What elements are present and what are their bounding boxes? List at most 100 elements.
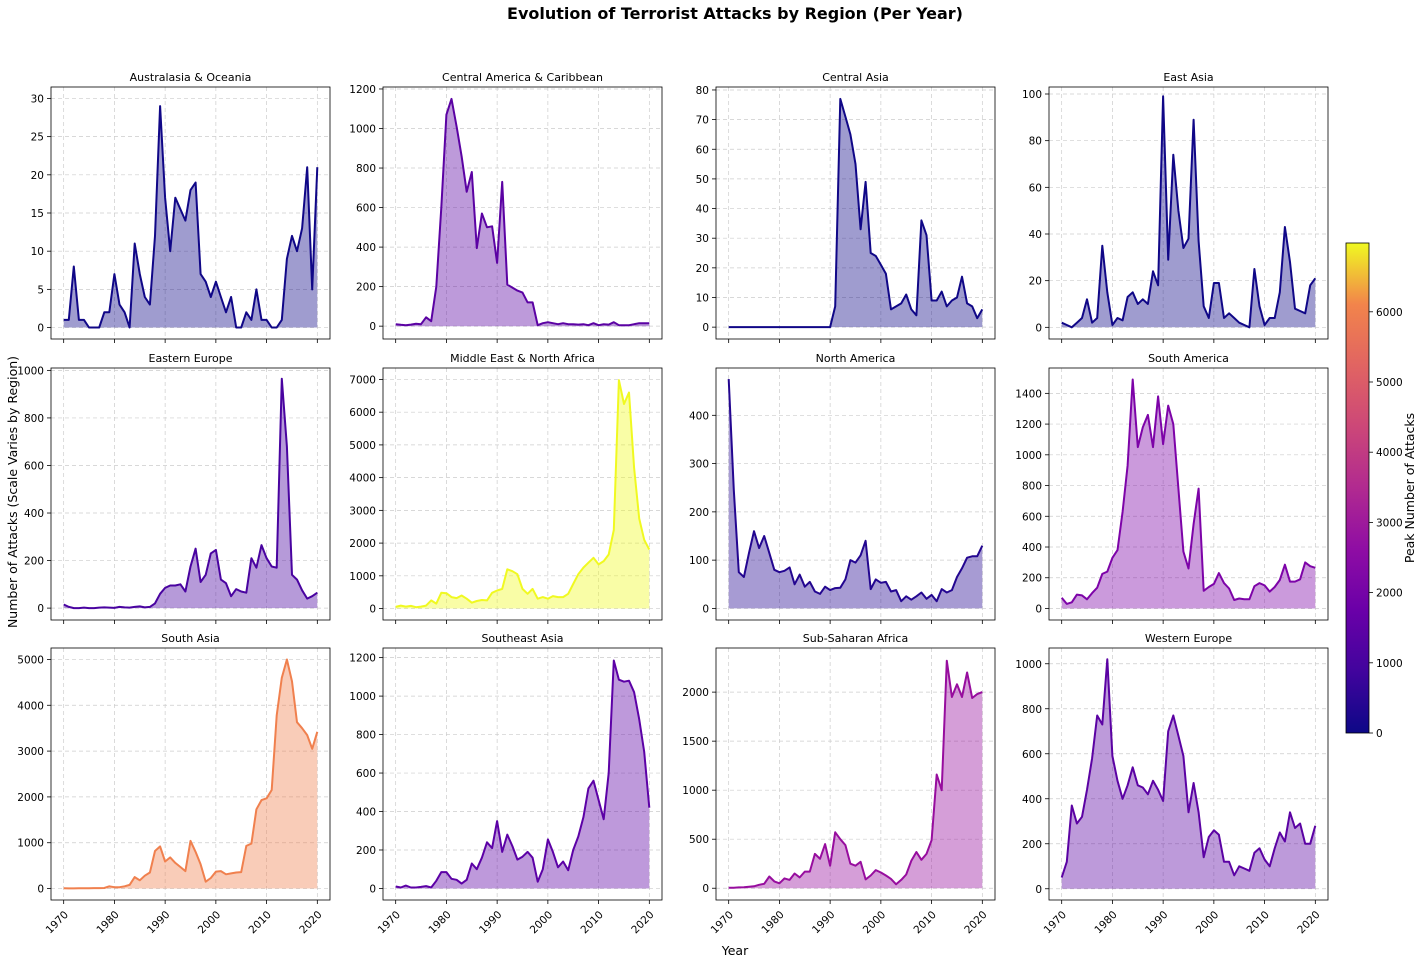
subplot-title: North America (816, 352, 896, 365)
x-tick-label: 1970 (44, 909, 71, 936)
subplot-title: East Asia (1163, 71, 1213, 84)
axes-frame (715, 86, 996, 340)
grid (716, 87, 995, 339)
subplot-title: Sub-Saharan Africa (803, 632, 908, 645)
y-tick-label: 60 (696, 144, 709, 156)
y-tick-label: 800 (24, 413, 44, 425)
x-axis (63, 339, 318, 343)
x-tick-label: 2020 (962, 909, 989, 936)
y-tick-label: 20 (696, 263, 709, 275)
grid (1049, 648, 1328, 900)
y-tick-label: 1200 (1015, 419, 1042, 431)
y-tick-label: 80 (696, 85, 709, 97)
colorbar-label: Peak Number of Attacks (1402, 413, 1417, 563)
y-tick-label: 0 (37, 323, 44, 335)
axes-frame (382, 367, 663, 621)
y-tick-label: 1200 (349, 653, 376, 665)
y-tick-label: 2000 (349, 538, 376, 550)
y-axis: 0 200 400 600 800 1000 (1015, 659, 1049, 896)
y-tick-label: 2000 (682, 687, 709, 699)
y-tick-label: 1500 (682, 736, 709, 748)
y-tick-label: 1000 (349, 691, 376, 703)
subplot-eastern-europe: 0 200 400 600 800 1000 Eastern Europe (17, 352, 331, 624)
y-tick-label: 600 (356, 203, 376, 215)
subplot-southeast-asia: 0 200 400 600 800 1000 1200 1970 1980 1990 2000 201… (349, 632, 663, 936)
colorbar-tick-label: 4000 (1376, 447, 1403, 459)
x-axis: 1970 1980 1990 2000 2010 2020 (709, 900, 990, 936)
series-line (63, 105, 319, 329)
y-tick-label: 40 (696, 204, 709, 216)
y-tick-label: 6000 (349, 407, 376, 419)
y-axis: 0 500 1000 1500 2000 (682, 687, 716, 895)
y-tick-label: 800 (1022, 704, 1042, 716)
series-area (63, 106, 318, 328)
y-tick-label: 5000 (17, 654, 44, 666)
series-line (727, 379, 984, 603)
series-area (63, 378, 318, 609)
x-axis: 1970 1980 1990 2000 2010 2020 (376, 900, 657, 936)
x-tick-label: 2020 (629, 909, 656, 936)
figure-ylabel: Number of Attacks (Scale Varies by Regio… (5, 356, 20, 628)
y-tick-label: 30 (696, 233, 709, 245)
axes-frame (715, 367, 996, 621)
grid (51, 368, 330, 620)
y-tick-label: 70 (696, 115, 709, 127)
series-area (728, 660, 983, 889)
figure-title: Evolution of Terrorist Attacks by Region… (507, 4, 963, 23)
y-tick-label: 0 (702, 883, 709, 895)
y-axis: 0 1000 2000 3000 4000 5000 6000 7000 (349, 374, 383, 616)
x-tick-label: 2010 (247, 909, 274, 936)
x-tick-label: 1980 (94, 909, 121, 936)
y-tick-label: 10 (31, 246, 44, 258)
x-axis (1061, 339, 1316, 343)
y-tick-label: 200 (689, 507, 709, 519)
series-line (728, 659, 983, 889)
x-tick-label: 1980 (426, 909, 453, 936)
y-axis: 0 200 400 600 800 1000 1200 (349, 653, 383, 895)
y-tick-label: 25 (31, 132, 44, 144)
subplot-north-america: 0 100 200 300 400 North America (689, 352, 996, 624)
x-tick-label: 1970 (1042, 909, 1069, 936)
grid (1049, 368, 1328, 620)
y-tick-label: 400 (356, 807, 376, 819)
y-tick-label: 1000 (1015, 659, 1042, 671)
y-axis: 0 20 40 60 80 100 (1022, 89, 1049, 334)
grid (51, 648, 330, 900)
subplot-south-america: 0 200 400 600 800 1000 1200 1400 South America (1015, 352, 1329, 624)
subplot-south-asia: 0 1000 2000 3000 4000 5000 1970 1980 1990 2000 201… (17, 632, 331, 936)
y-tick-label: 20 (1029, 276, 1042, 288)
series-area (395, 98, 650, 327)
series-line (728, 97, 984, 329)
series-area (1061, 659, 1316, 889)
axes-frame (1048, 647, 1329, 901)
subplot-title: South America (1148, 352, 1229, 365)
figure-xlabel: Year (721, 943, 749, 958)
y-tick-label: 800 (356, 730, 376, 742)
y-tick-label: 0 (1035, 884, 1042, 896)
y-tick-label: 0 (369, 883, 376, 895)
colorbar-tick-label: 3000 (1376, 517, 1403, 529)
y-tick-label: 2000 (17, 792, 44, 804)
x-tick-label: 2000 (861, 909, 888, 936)
y-tick-label: 4000 (17, 700, 44, 712)
subplot-title: Central America & Caribbean (442, 71, 603, 84)
x-tick-label: 1990 (477, 909, 504, 936)
y-tick-label: 3000 (17, 746, 44, 758)
series-area (728, 98, 983, 328)
y-tick-label: 50 (696, 174, 709, 186)
subplot-title: Southeast Asia (481, 632, 563, 645)
y-tick-label: 0 (37, 603, 44, 615)
y-tick-label: 5 (37, 284, 44, 296)
y-axis: 0 200 400 600 800 1000 1200 (349, 84, 383, 333)
y-tick-label: 600 (356, 768, 376, 780)
x-tick-label: 2010 (1245, 909, 1272, 936)
grid (383, 87, 662, 339)
y-tick-label: 3000 (349, 505, 376, 517)
subplot-middle-east-and-north-africa: 0 1000 2000 3000 4000 5000 6000 7000 Middle East… (349, 352, 663, 624)
y-tick-label: 400 (356, 242, 376, 254)
y-tick-label: 1000 (17, 838, 44, 850)
subplot-title: Western Europe (1145, 632, 1233, 645)
y-tick-label: 100 (689, 555, 709, 567)
y-tick-label: 0 (369, 604, 376, 616)
